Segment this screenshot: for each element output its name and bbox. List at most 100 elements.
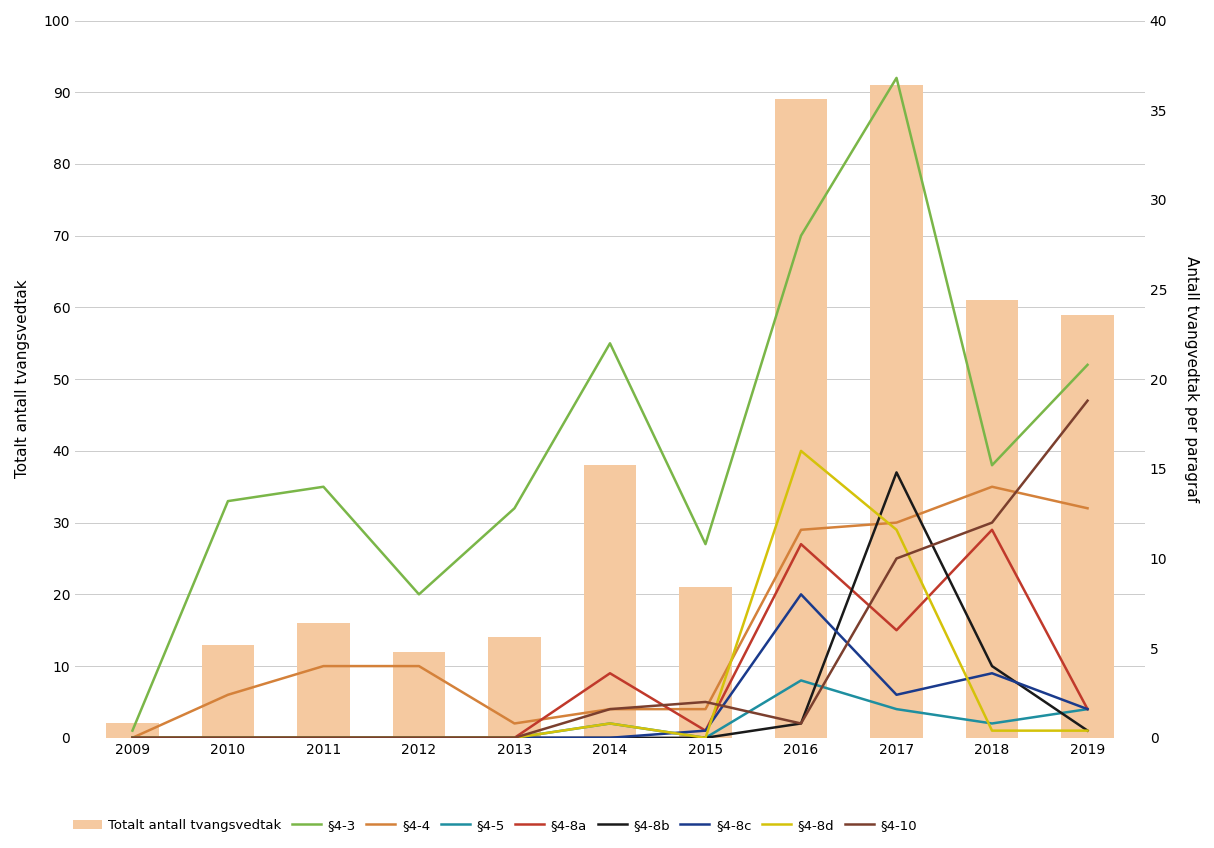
§4-8a	[412, 733, 426, 743]
§4-8c	[221, 733, 236, 743]
§4-5	[889, 704, 903, 714]
§4-8b	[985, 661, 999, 671]
§4-3	[985, 460, 999, 471]
Line: §4-8b: §4-8b	[132, 472, 1088, 738]
§4-8d	[507, 733, 522, 743]
§4-3	[125, 726, 140, 736]
§4-8a	[985, 525, 999, 535]
§4-4	[125, 733, 140, 743]
Bar	[488, 638, 540, 738]
§4-4	[316, 661, 330, 671]
§4-8b	[794, 718, 809, 728]
§4-8c	[412, 733, 426, 743]
Line: §4-8d: §4-8d	[132, 451, 1088, 738]
§4-8a	[889, 625, 903, 635]
§4-8b	[221, 733, 236, 743]
§4-5	[602, 718, 617, 728]
§4-4	[221, 689, 236, 700]
§4-3	[889, 73, 903, 83]
§4-8d	[794, 446, 809, 456]
§4-3	[794, 231, 809, 241]
§4-8c	[602, 733, 617, 743]
§4-8a	[316, 733, 330, 743]
§4-3	[1080, 360, 1095, 370]
§4-8b	[698, 733, 713, 743]
§4-10	[412, 733, 426, 743]
§4-10	[125, 733, 140, 743]
§4-4	[889, 517, 903, 527]
§4-4	[1080, 503, 1095, 513]
Bar	[392, 652, 446, 738]
§4-8a	[507, 733, 522, 743]
§4-5	[125, 733, 140, 743]
§4-8d	[1080, 726, 1095, 736]
Line: §4-8c: §4-8c	[132, 594, 1088, 738]
§4-3	[602, 338, 617, 349]
§4-8d	[985, 726, 999, 736]
§4-10	[221, 733, 236, 743]
§4-4	[794, 525, 809, 535]
§4-8b	[602, 733, 617, 743]
Bar	[106, 723, 159, 738]
§4-3	[412, 589, 426, 600]
§4-5	[412, 733, 426, 743]
§4-8d	[602, 718, 617, 728]
Line: §4-3: §4-3	[132, 78, 1088, 731]
§4-8d	[125, 733, 140, 743]
§4-10	[1080, 395, 1095, 405]
§4-10	[794, 718, 809, 728]
§4-8d	[221, 733, 236, 743]
§4-4	[985, 482, 999, 492]
§4-5	[985, 718, 999, 728]
Line: §4-8a: §4-8a	[132, 530, 1088, 738]
§4-3	[316, 482, 330, 492]
§4-8a	[698, 726, 713, 736]
§4-8b	[125, 733, 140, 743]
§4-8c	[316, 733, 330, 743]
§4-8b	[1080, 726, 1095, 736]
§4-8c	[125, 733, 140, 743]
§4-8d	[889, 525, 903, 535]
§4-3	[507, 503, 522, 513]
§4-4	[507, 718, 522, 728]
§4-8c	[507, 733, 522, 743]
Bar	[870, 85, 923, 738]
§4-8c	[794, 589, 809, 600]
§4-5	[221, 733, 236, 743]
Line: §4-10: §4-10	[132, 400, 1088, 738]
§4-8b	[412, 733, 426, 743]
§4-10	[698, 697, 713, 707]
§4-8a	[794, 539, 809, 550]
§4-4	[412, 661, 426, 671]
§4-8a	[1080, 704, 1095, 714]
Bar	[297, 623, 350, 738]
§4-8d	[412, 733, 426, 743]
§4-5	[507, 733, 522, 743]
§4-8b	[316, 733, 330, 743]
§4-8a	[125, 733, 140, 743]
Bar	[1061, 315, 1113, 738]
Line: §4-4: §4-4	[132, 487, 1088, 738]
§4-10	[316, 733, 330, 743]
§4-3	[221, 496, 236, 506]
Legend: Totalt antall tvangsvedtak, §4-3, §4-4, §4-5, §4-8a, §4-8b, §4-8c, §4-8d, §4-10: Totalt antall tvangsvedtak, §4-3, §4-4, …	[67, 813, 923, 837]
§4-8d	[698, 733, 713, 743]
Bar	[775, 99, 827, 738]
Y-axis label: Antall tvangvedtak per paragraf: Antall tvangvedtak per paragraf	[1184, 256, 1199, 502]
§4-10	[507, 733, 522, 743]
§4-8c	[698, 726, 713, 736]
§4-8b	[889, 467, 903, 477]
§4-8c	[1080, 704, 1095, 714]
§4-5	[794, 675, 809, 685]
Y-axis label: Totalt antall tvangsvedtak: Totalt antall tvangsvedtak	[15, 280, 30, 478]
§4-10	[602, 704, 617, 714]
Bar	[584, 466, 636, 738]
§4-3	[698, 539, 713, 550]
§4-5	[698, 733, 713, 743]
§4-4	[602, 704, 617, 714]
§4-8b	[507, 733, 522, 743]
§4-5	[316, 733, 330, 743]
Bar	[202, 644, 254, 738]
§4-10	[889, 554, 903, 564]
§4-8a	[221, 733, 236, 743]
